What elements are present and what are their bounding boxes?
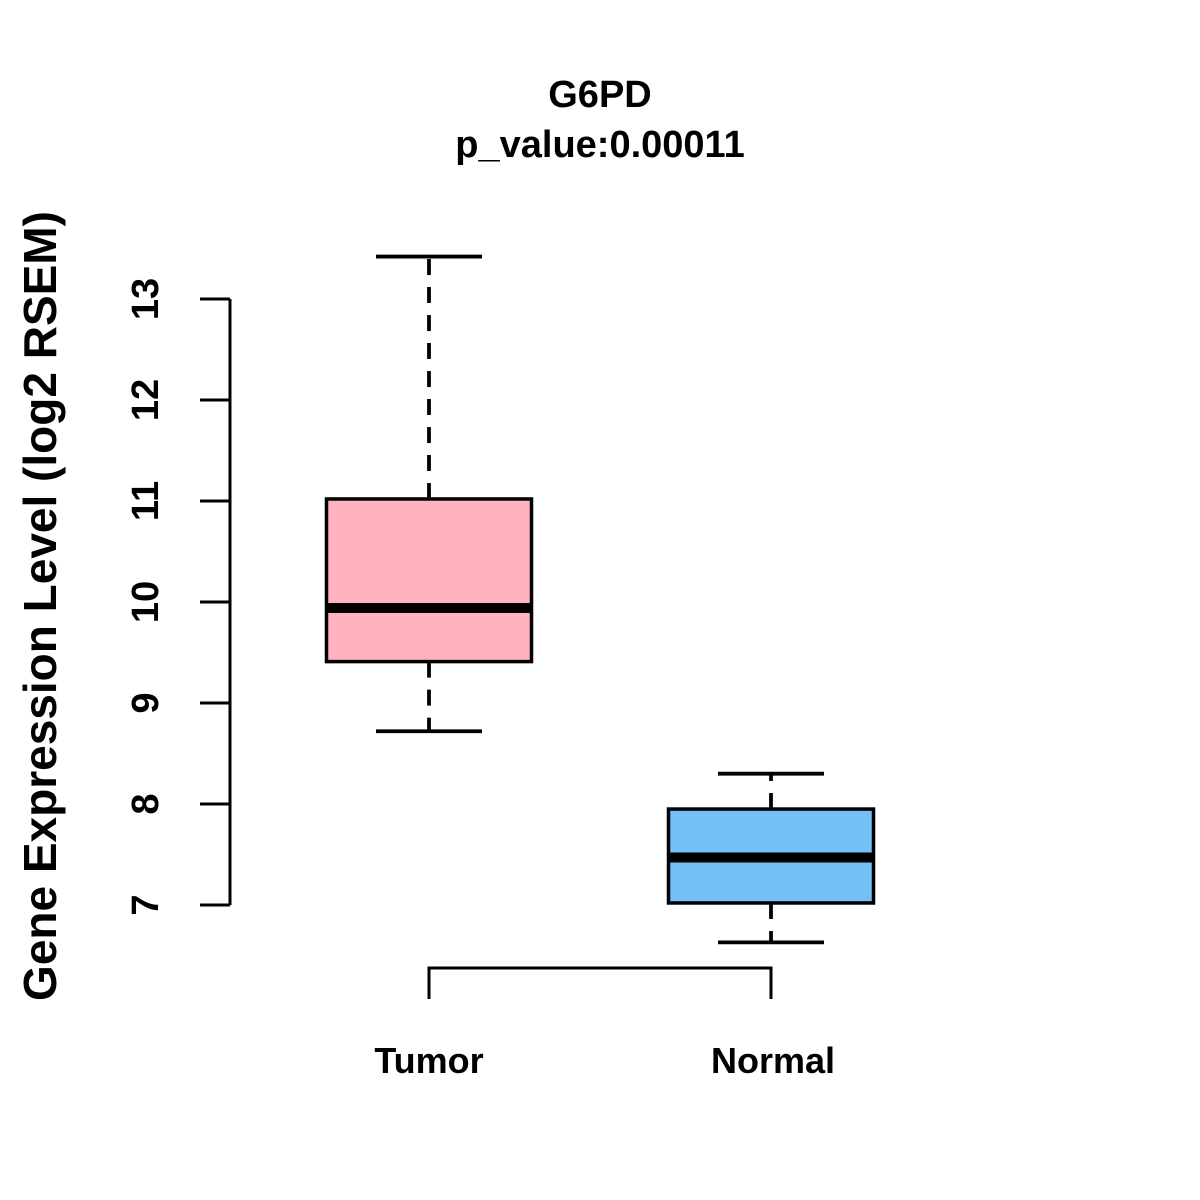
x-axis-bracket	[427, 966, 773, 999]
x-category-label-normal: Normal	[711, 1040, 835, 1081]
box-tumor	[324, 497, 534, 664]
chart-subtitle: p_value:0.00011	[455, 124, 745, 166]
y-tick-label: 7	[125, 894, 167, 915]
y-tick-label: 8	[125, 793, 167, 814]
y-tick-label: 12	[125, 379, 167, 421]
y-tick-label: 10	[125, 581, 167, 623]
y-tick-label: 11	[125, 481, 167, 521]
title-block: G6PD p_value:0.00011	[0, 70, 1200, 170]
y-tick-label: 13	[125, 278, 167, 320]
chart-title: G6PD	[548, 74, 652, 116]
x-category-label-tumor: Tumor	[374, 1040, 483, 1081]
y-tick-label: 9	[125, 692, 167, 713]
